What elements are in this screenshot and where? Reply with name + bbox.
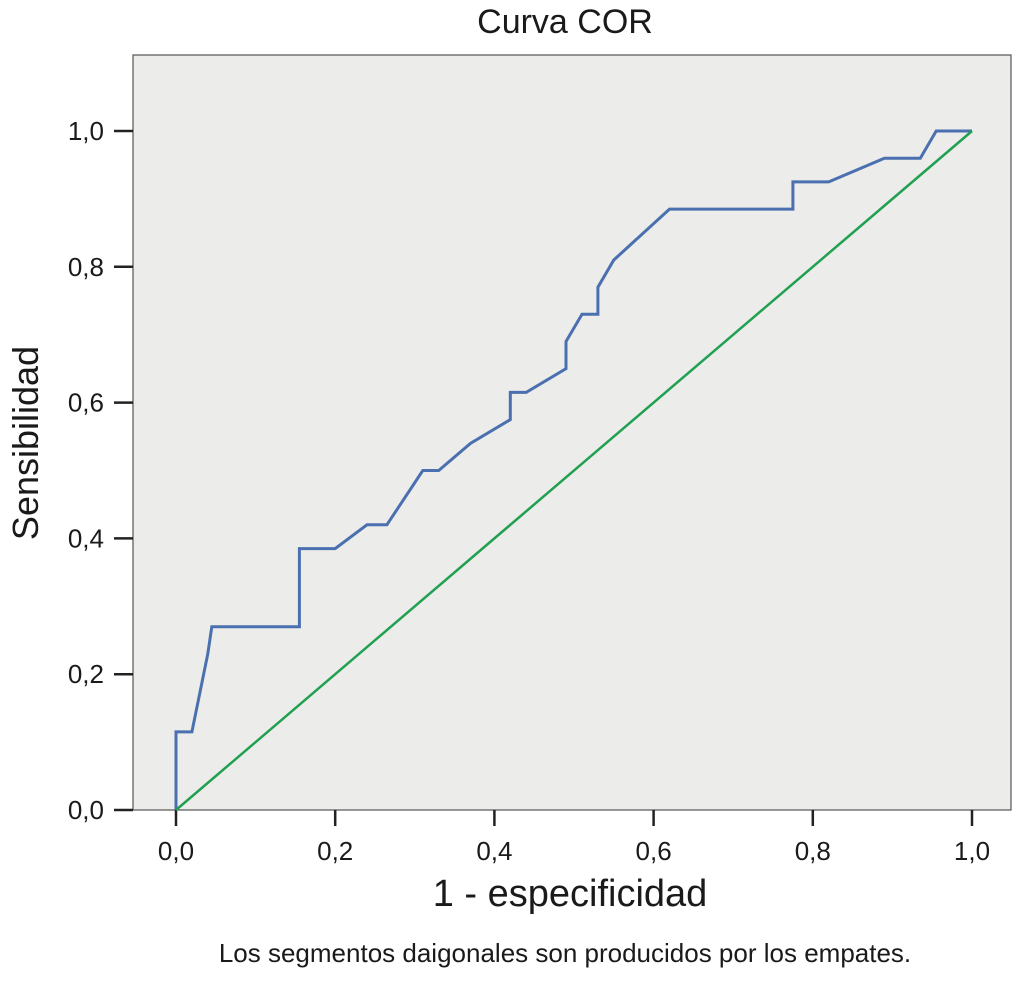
y-tick-label: 0,4 [68, 523, 104, 553]
y-tick-label: 0,6 [68, 388, 104, 418]
chart-footnote: Los segmentos daigonales son producidos … [219, 938, 911, 968]
roc-curve-line [174, 129, 972, 810]
x-tick-label: 0,4 [476, 836, 512, 866]
series-layer [174, 129, 973, 811]
plot-area [132, 54, 1012, 811]
y-tick-label: 0,2 [68, 659, 104, 689]
x-tick-label: 0,8 [795, 836, 831, 866]
y-tick-label: 0,8 [68, 252, 104, 282]
x-axis: 0,0 0,2 0,4 0,6 0,8 1,0 [158, 810, 990, 866]
chart-title: Curva COR [477, 3, 653, 41]
x-tick-label: 0,2 [317, 836, 353, 866]
x-tick-label: 0,6 [636, 836, 672, 866]
y-tick-label: 0,0 [68, 795, 104, 825]
x-tick-label: 0,0 [158, 836, 194, 866]
y-axis-label: Sensibilidad [5, 346, 46, 540]
x-axis-label: 1 - especificidad [433, 873, 708, 915]
y-axis: 0,0 0,2 0,4 0,6 0,8 1,0 [68, 116, 133, 825]
reference-diagonal-line [175, 130, 973, 811]
y-tick-label: 1,0 [68, 116, 104, 146]
x-tick-label: 1,0 [954, 836, 990, 866]
